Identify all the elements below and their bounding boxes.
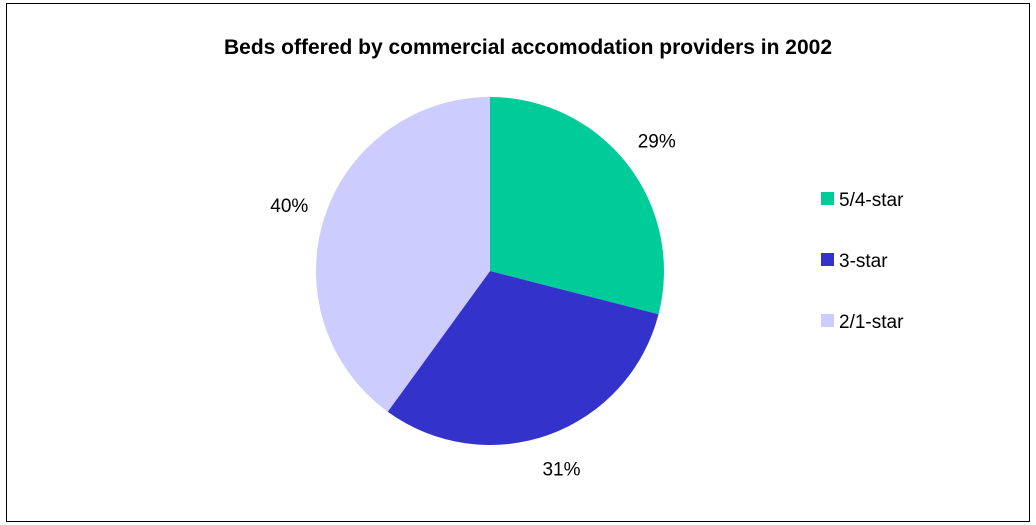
- data-label: 31%: [542, 460, 580, 481]
- chart-title: Beds offered by commercial accomodation …: [224, 36, 832, 59]
- legend: 5/4-star 3-star 2/1-star: [821, 190, 904, 333]
- pie-slice-5-4-star: [490, 97, 664, 315]
- legend-label: 3-star: [839, 251, 888, 272]
- data-labels: 29% 31% 40%: [270, 132, 676, 481]
- data-label: 40%: [270, 196, 308, 217]
- legend-label: 2/1-star: [839, 312, 904, 333]
- pie-slice-2-1-star: [316, 97, 490, 412]
- legend-swatch: [821, 253, 834, 266]
- pie-slices: [316, 97, 664, 445]
- legend-swatch: [821, 192, 834, 205]
- data-label: 29%: [638, 132, 676, 153]
- pie-slice-3-star: [387, 271, 659, 445]
- legend-label: 5/4-star: [839, 190, 904, 211]
- legend-swatch: [821, 314, 834, 327]
